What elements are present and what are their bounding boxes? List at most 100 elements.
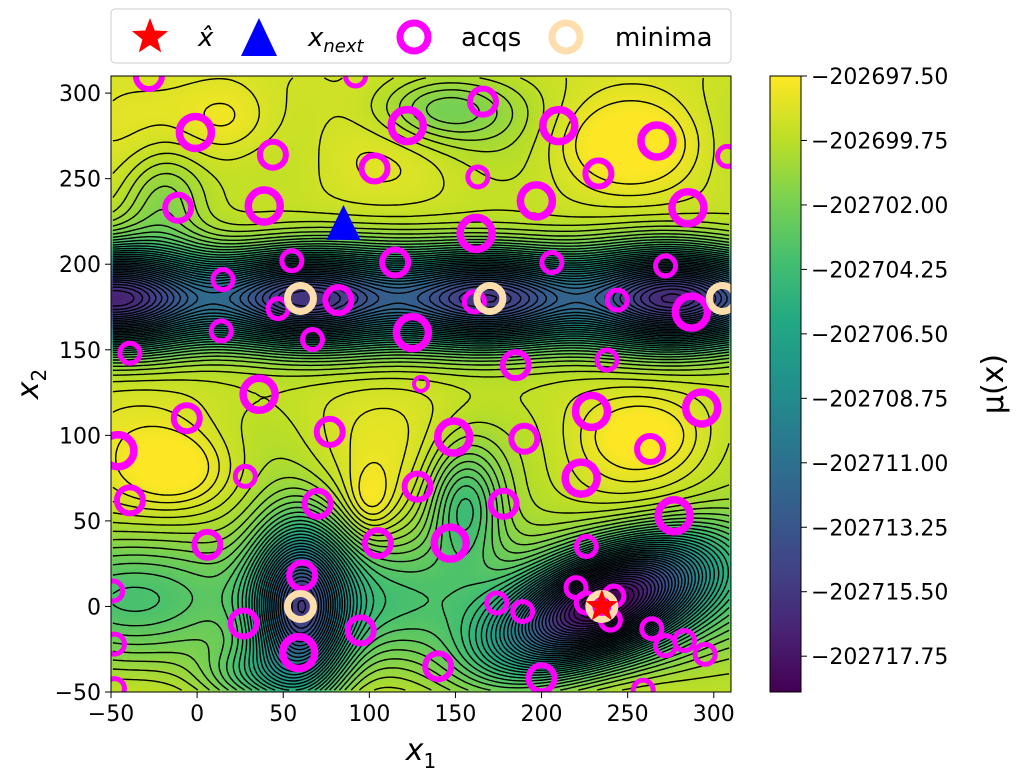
contour-line [112, 268, 730, 655]
x-tick-label: 300 [693, 702, 735, 727]
colorbar-tick-label: −202702.00 [811, 194, 948, 219]
colorbar: −202697.50 −202699.75 −202702.00 −202704.25… [769, 65, 1011, 693]
acq-point [412, 375, 430, 393]
contour-line [112, 262, 730, 669]
acq-point [401, 470, 434, 503]
acq-point [162, 191, 195, 224]
acq-point [111, 631, 127, 657]
acq-point [654, 496, 694, 536]
acq-point [516, 181, 557, 221]
acq-point [239, 374, 279, 415]
acq-point [256, 138, 289, 171]
contour-line [112, 231, 730, 691]
acq-point [573, 534, 599, 560]
acq-point [111, 676, 127, 692]
acq-point [539, 105, 579, 146]
y-tick-label: −50 [55, 681, 101, 706]
acq-point [191, 528, 224, 561]
y-tick-label: 0 [87, 595, 101, 620]
y-tick-label: 150 [59, 339, 101, 364]
colorbar-tick-label: −202713.25 [811, 516, 948, 541]
x-tick-label: 50 [269, 702, 297, 727]
acq-point [692, 641, 718, 667]
acq-point [278, 632, 319, 673]
legend-label-acqs: acqs [461, 23, 521, 53]
acq-point [634, 433, 667, 466]
ring-marker-icon [396, 19, 432, 55]
star-marker-icon [131, 18, 169, 53]
acq-point [322, 284, 355, 317]
colorbar-tick-label: −202708.75 [811, 387, 948, 412]
x-tick-label: 100 [348, 702, 390, 727]
acq-point [510, 599, 536, 625]
acq-point [456, 213, 496, 254]
ring-marker-icon [548, 19, 584, 55]
acq-point [604, 287, 630, 313]
plot-frame [110, 75, 732, 693]
colorbar-tick-label: −202699.75 [811, 129, 948, 154]
triangle-marker-icon [241, 18, 277, 56]
contour-line [112, 224, 730, 691]
acq-point [539, 250, 565, 276]
acq-point [630, 677, 656, 692]
acq-point [227, 607, 260, 640]
acq-point [653, 253, 679, 279]
acq-point [681, 388, 722, 428]
x-tick-label: 250 [607, 702, 649, 727]
contour-line [112, 263, 730, 666]
acq-point [132, 76, 165, 92]
acq-point [279, 248, 305, 274]
minimum-point [283, 589, 317, 623]
minimum-point [705, 281, 731, 315]
x-tick-label: 150 [434, 702, 476, 727]
colorbar-tick-label: −202715.50 [811, 581, 948, 606]
y-tick-label: 200 [59, 253, 101, 278]
x-tick-label: −50 [88, 702, 134, 727]
acq-point [430, 523, 471, 563]
acq-point [111, 430, 138, 471]
legend-entry-xhat: x̂ [131, 18, 214, 53]
acq-point [392, 312, 433, 353]
acq-point [639, 616, 665, 642]
acq-point [571, 391, 612, 432]
y-tick-label: 50 [73, 510, 101, 535]
acq-point [433, 417, 474, 457]
plot-area [110, 75, 732, 693]
colorbar-tick-label: −202711.00 [811, 452, 948, 477]
colorbar-ticks: −202697.50 −202699.75 −202702.00 −202704.25… [801, 65, 948, 670]
acq-point [113, 484, 146, 517]
acq-point [461, 289, 487, 315]
colorbar-gradient [770, 76, 801, 692]
y-axis-ticks: −50 0 50 100 150 200 250 300 [55, 82, 111, 706]
y-tick-label: 300 [59, 82, 101, 107]
y-tick-label: 100 [59, 424, 101, 449]
acq-point [467, 85, 499, 118]
x-axis-label: x1 [405, 733, 437, 773]
acq-point [379, 246, 412, 279]
acq-point [244, 186, 285, 226]
minimum-point [283, 281, 317, 315]
legend: x̂ xnext acqs minima [110, 8, 732, 64]
acq-point [671, 292, 712, 332]
mean-surface-heatmap [111, 76, 731, 692]
acq-point [344, 614, 377, 647]
colorbar-tick-label: −202706.50 [811, 323, 948, 348]
acq-point [637, 121, 677, 161]
acq-point [300, 327, 325, 353]
acq-point [286, 559, 319, 592]
contour-line [112, 265, 730, 662]
acq-point [465, 164, 491, 190]
x-axis-ticks: −50 0 50 100 150 200 250 300 [88, 692, 735, 727]
acq-point [561, 458, 601, 498]
acq-point [487, 487, 520, 520]
acq-point [210, 267, 236, 293]
acq-point [361, 527, 394, 560]
contour-line [112, 77, 715, 521]
acq-point [525, 662, 558, 692]
acq-point [313, 415, 346, 448]
x-tick-label: 0 [190, 702, 204, 727]
legend-entry-xnext: xnext [241, 18, 365, 57]
legend-label-minima: minima [615, 23, 713, 53]
y-axis-label: x2 [11, 369, 51, 401]
